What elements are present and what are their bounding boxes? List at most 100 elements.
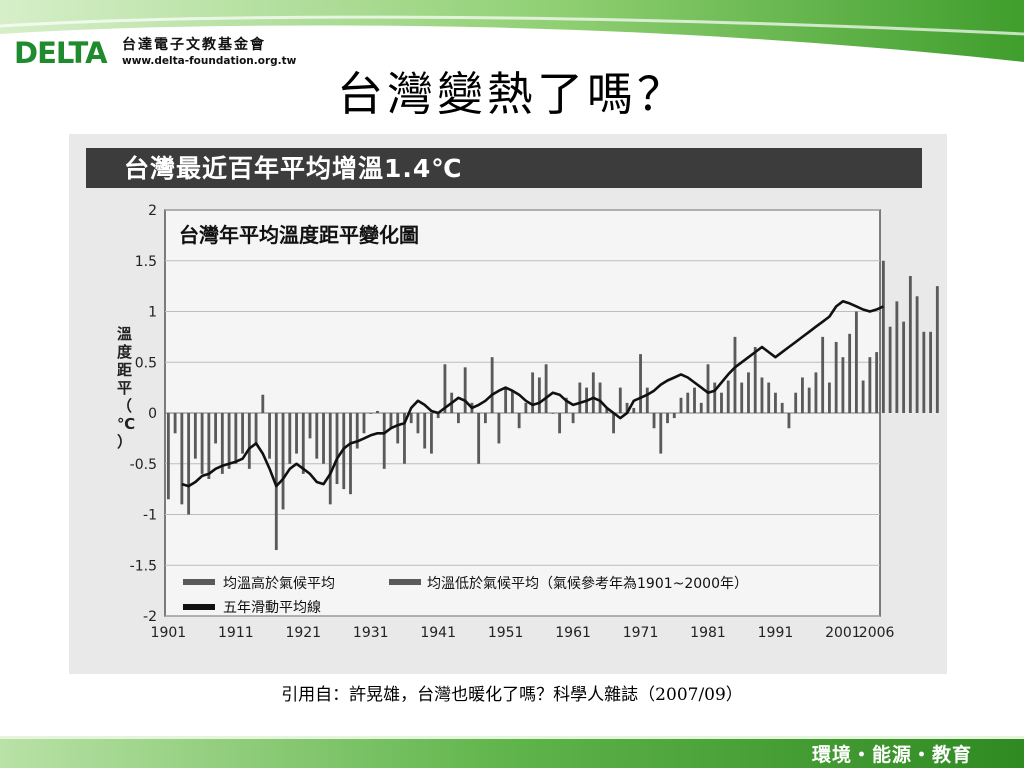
anomaly-bar	[780, 402, 784, 413]
anomaly-bar	[308, 413, 312, 439]
anomaly-bar	[430, 413, 433, 454]
anomaly-bar	[767, 382, 771, 413]
anomaly-bar	[281, 413, 285, 510]
anomaly-bar	[639, 354, 642, 413]
anomaly-bar	[207, 413, 211, 479]
y-tick-label: -1	[143, 508, 157, 524]
anomaly-bar	[180, 413, 184, 505]
legend-label-below: 均溫低於氣候平均（氣候參考年為1901~2000年）	[427, 576, 748, 592]
anomaly-bar	[672, 413, 676, 419]
anomaly-bar	[861, 380, 865, 413]
x-tick-label: 2001	[825, 625, 861, 641]
anomaly-bar	[834, 341, 838, 413]
anomaly-bar	[895, 301, 899, 413]
anomaly-bar	[814, 372, 818, 413]
legend-label-moving-average: 五年滑動平均線	[223, 599, 321, 616]
logo-url[interactable]: www.delta-foundation.org.tw	[122, 55, 297, 67]
anomaly-bar	[254, 413, 258, 444]
chart-title: 台灣年平均溫度距平變化圖	[179, 223, 419, 247]
anomaly-bar	[247, 413, 251, 469]
anomaly-bar	[618, 387, 622, 413]
anomaly-bar	[396, 413, 400, 444]
anomaly-bar	[409, 413, 413, 424]
anomaly-bar	[510, 390, 514, 413]
citation-caption: 引用自：許晃雄，台灣也暖化了嗎？科學人雜誌（2007/09）	[281, 685, 743, 705]
x-tick-label: 1941	[420, 625, 456, 641]
anomaly-bar	[342, 413, 346, 490]
anomaly-bar	[605, 407, 609, 413]
y-axis-label: 溫度距平（℃）	[117, 325, 135, 451]
figure-header-text: 台灣最近百年平均增溫1.4℃	[124, 154, 463, 183]
anomaly-bar	[652, 413, 656, 429]
legend-label-above: 均溫高於氣候平均	[223, 575, 335, 592]
anomaly-bar	[807, 387, 811, 413]
anomaly-bar	[774, 392, 777, 413]
anomaly-bar	[659, 413, 663, 454]
anomaly-bar	[794, 392, 798, 413]
x-tick-label: 1971	[623, 625, 659, 641]
anomaly-bar	[524, 402, 528, 413]
anomaly-bar	[821, 336, 825, 413]
anomaly-bar	[234, 413, 238, 464]
delta-logo[interactable]: DELTA 台達電子文教基金會 www.delta-foundation.org…	[14, 36, 314, 70]
legend-swatch-moving-average	[183, 604, 215, 610]
x-tick-label: 2006	[859, 625, 895, 641]
anomaly-bar	[315, 413, 319, 459]
anomaly-bar	[747, 372, 750, 413]
anomaly-bar	[740, 382, 744, 413]
anomaly-bar	[416, 413, 420, 434]
anomaly-bar	[504, 387, 508, 413]
anomaly-bar	[726, 380, 730, 413]
anomaly-bar	[517, 413, 521, 429]
anomaly-bar	[463, 367, 467, 413]
anomaly-bar	[490, 357, 494, 413]
anomaly-bar	[679, 397, 683, 413]
anomaly-bar	[301, 413, 305, 474]
anomaly-bar	[443, 364, 447, 413]
y-tick-label: -1.5	[130, 558, 157, 574]
anomaly-bar	[564, 397, 568, 413]
anomaly-bar	[841, 357, 845, 413]
slide-title: 台灣變熱了嗎？	[337, 67, 687, 121]
anomaly-bar	[214, 413, 218, 444]
anomaly-bar	[551, 413, 555, 414]
anomaly-bar	[666, 413, 669, 424]
temperature-anomaly-chart: 21.510.50-0.5-1-1.5-2 1901 1911 1921 1931 19…	[117, 203, 939, 641]
anomaly-bar	[193, 413, 197, 459]
anomaly-bar	[578, 382, 582, 413]
y-tick-label: -0.5	[130, 457, 157, 473]
anomaly-bar	[261, 394, 265, 413]
anomaly-bar	[403, 413, 406, 464]
x-tick-label: 1961	[555, 625, 591, 641]
anomaly-bar	[362, 413, 366, 434]
anomaly-bar	[537, 377, 541, 413]
bars-group	[166, 260, 939, 551]
x-tick-label: 1921	[285, 625, 321, 641]
anomaly-bar	[713, 382, 717, 413]
x-tick-label: 1931	[353, 625, 389, 641]
anomaly-bar	[888, 326, 892, 413]
anomaly-bar	[335, 413, 339, 485]
anomaly-bar	[922, 331, 926, 413]
anomaly-bar	[848, 333, 852, 413]
anomaly-bar	[322, 413, 325, 464]
anomaly-bar	[423, 413, 427, 449]
anomaly-bar	[598, 382, 602, 413]
y-tick-label: 1.5	[135, 254, 157, 270]
anomaly-bar	[854, 311, 858, 413]
y-tick-label: -2	[143, 609, 157, 625]
anomaly-bar	[720, 392, 723, 413]
x-tick-label: 1901	[151, 625, 187, 641]
anomaly-bar	[288, 413, 292, 464]
anomaly-bar	[355, 413, 359, 449]
anomaly-bar	[591, 372, 595, 413]
anomaly-bar	[389, 413, 393, 429]
legend: 均溫高於氣候平均 均溫低於氣候平均（氣候參考年為1901~2000年） 五年滑動…	[183, 575, 748, 616]
x-tick-label: 1951	[488, 625, 524, 641]
anomaly-bar	[875, 352, 879, 413]
anomaly-bar	[929, 331, 933, 413]
anomaly-bar	[531, 372, 535, 413]
anomaly-bar	[915, 296, 919, 413]
legend-swatch-above	[183, 579, 215, 585]
anomaly-bar	[902, 321, 906, 413]
